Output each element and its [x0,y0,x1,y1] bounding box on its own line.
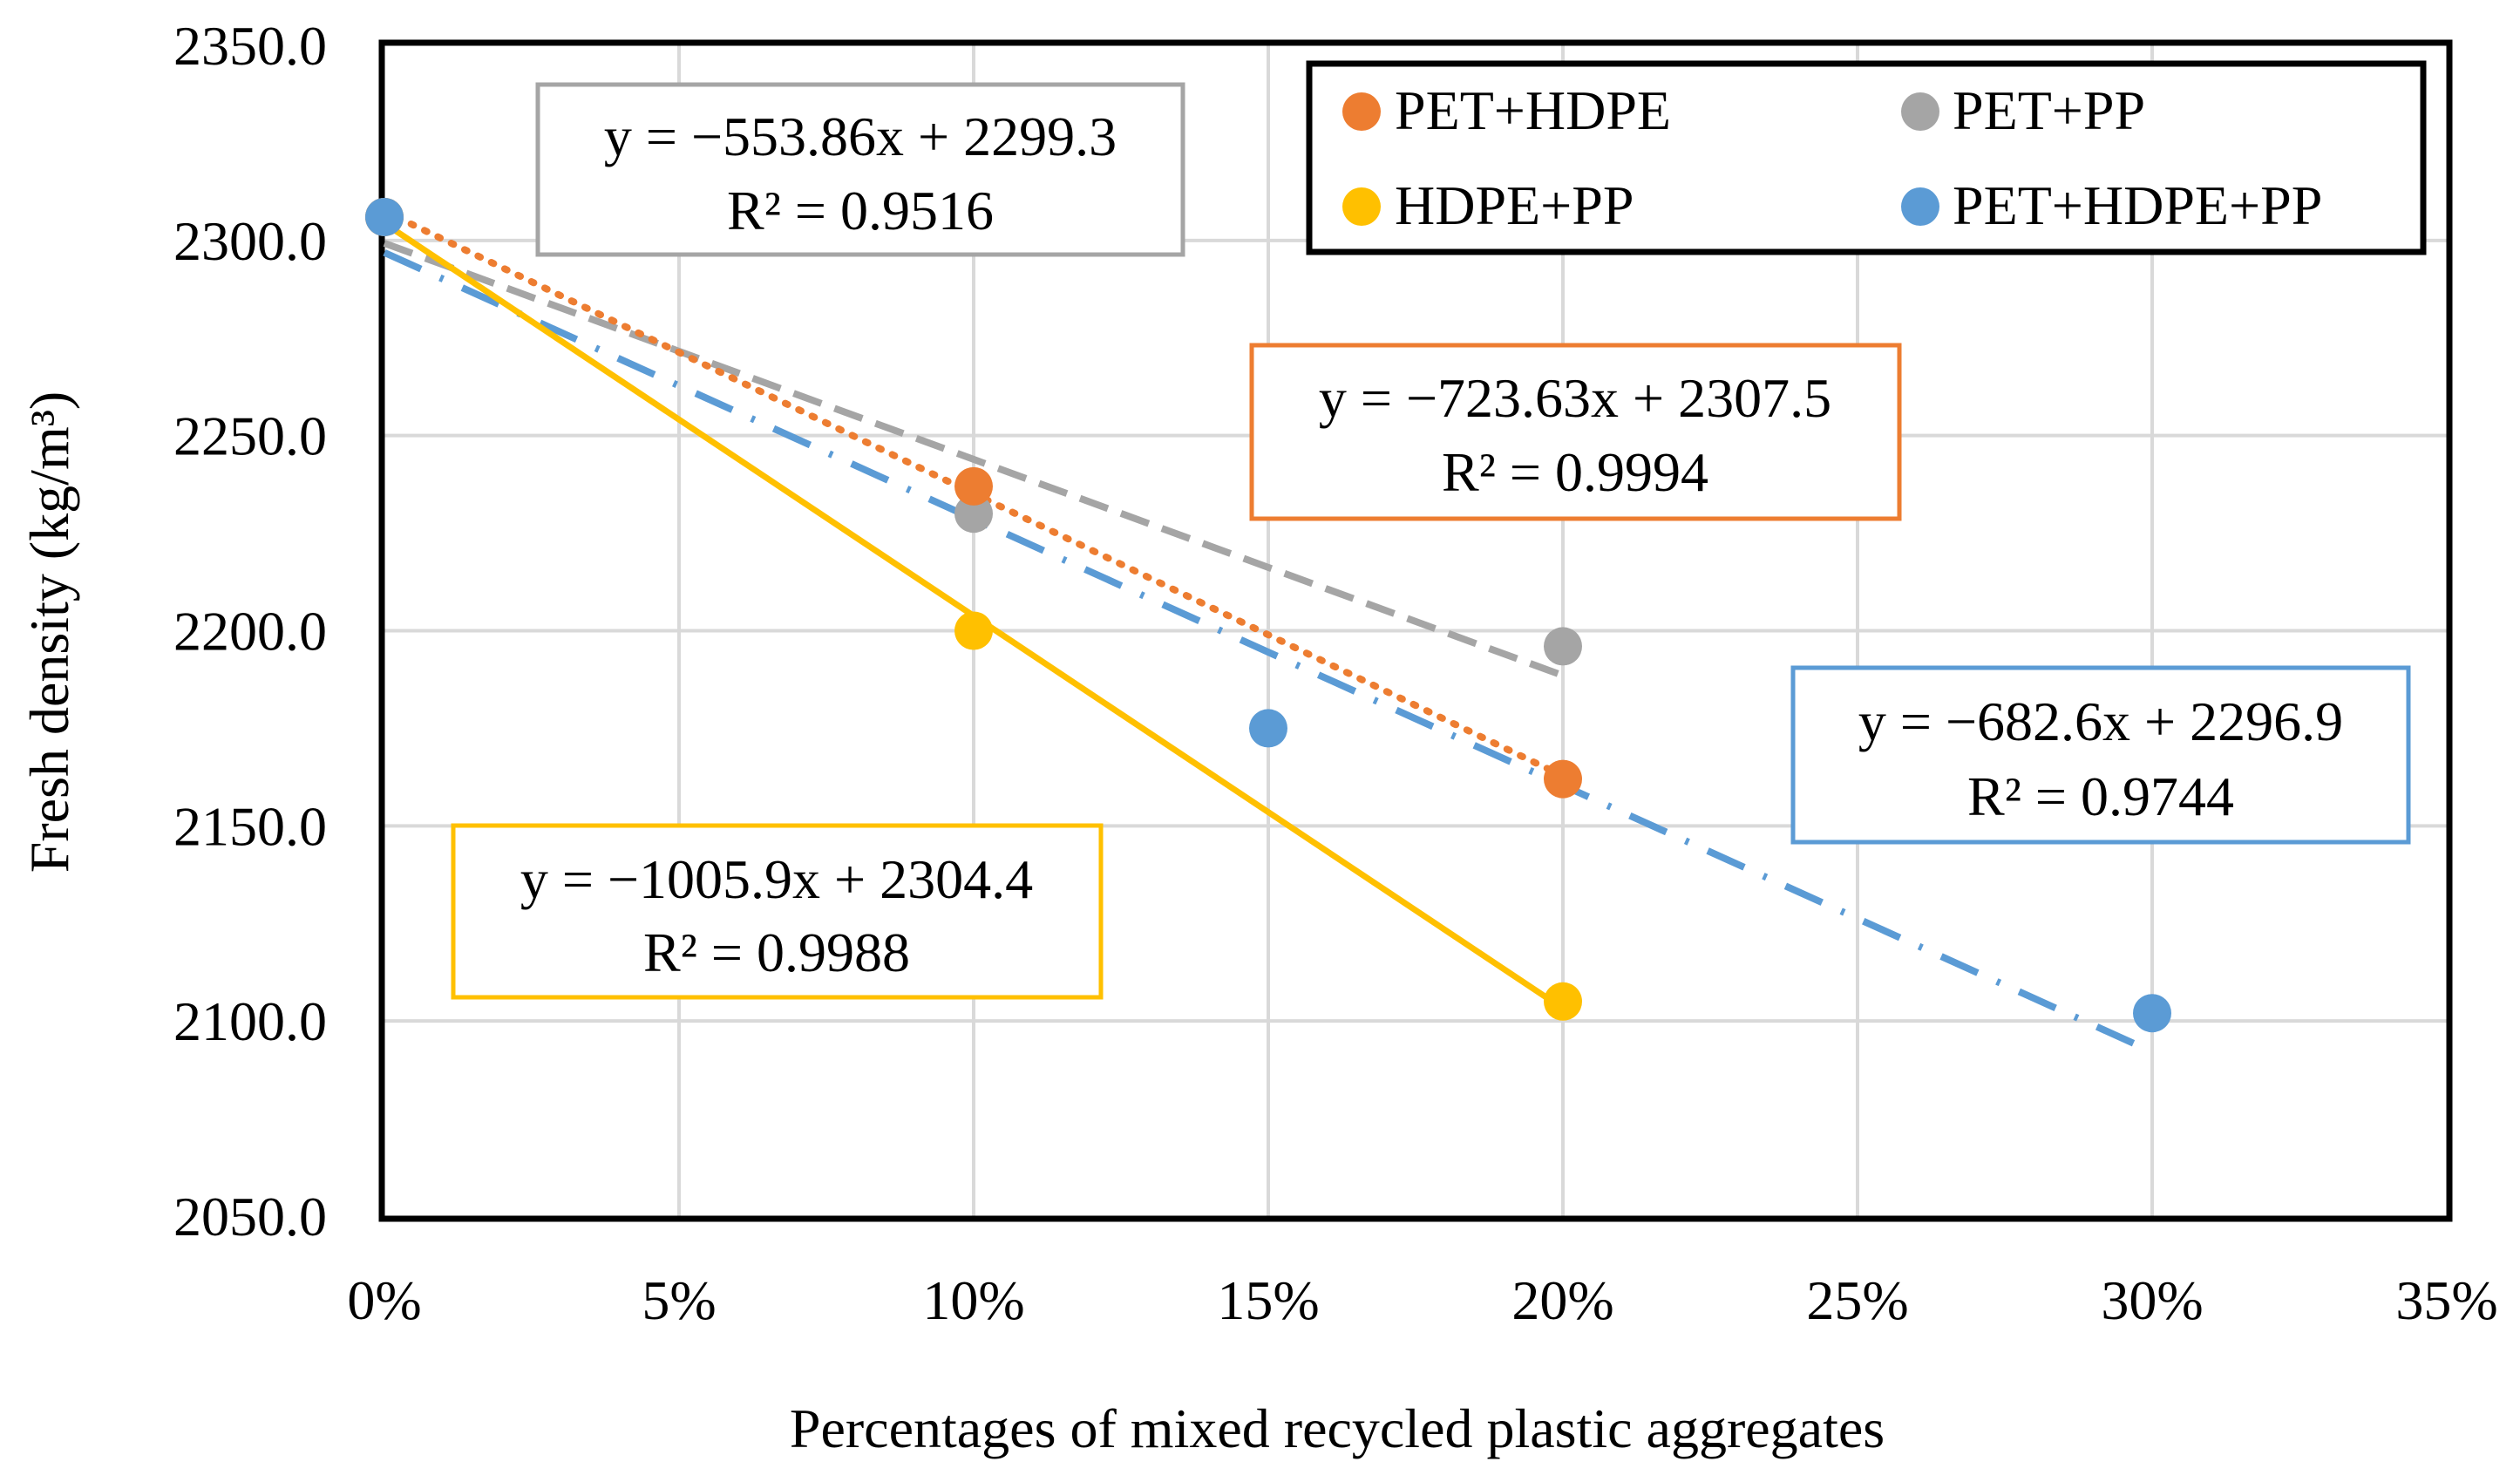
legend-item-pet-hdpe: PET+HDPE [1342,79,1671,141]
r2-pet-hdpe: R² = 0.9994 [1442,441,1708,503]
legend-marker-pet-hdpe-pp [1901,187,1939,226]
y-tick-label: 2300.0 [173,210,327,272]
legend-item-pet-pp: PET+PP [1901,79,2145,141]
legend-label-pet-pp: PET+PP [1953,79,2145,141]
legend-label-pet-hdpe-pp: PET+HDPE+PP [1953,174,2322,236]
data-point-pet-hdpe-pp [2133,994,2171,1033]
data-point-pet-hdpe [954,466,993,506]
equation-box-pet-hdpe-pp: y = −682.6x + 2296.9 R² = 0.9744 [1790,665,2411,845]
data-point-pet-pp [1544,627,1582,666]
x-tick-label: 5% [642,1269,716,1331]
r2-pet-pp: R² = 0.9516 [727,180,994,241]
legend-marker-hdpe-pp [1342,187,1381,226]
x-tick-label: 30% [2101,1269,2203,1331]
x-tick-label: 35% [2395,1269,2497,1331]
y-tick-label: 2050.0 [173,1186,327,1247]
x-tick-label: 20% [1511,1269,1613,1331]
y-tick-label: 2200.0 [173,601,327,663]
legend-marker-pet-pp [1901,92,1939,131]
equation-pet-hdpe-pp: y = −682.6x + 2296.9 [1858,690,2343,752]
y-tick-label: 2350.0 [173,15,327,77]
equation-pet-hdpe: y = −723.63x + 2307.5 [1319,367,1831,429]
legend-label-hdpe-pp: HDPE+PP [1395,174,1634,236]
legend-item-pet-hdpe-pp: PET+HDPE+PP [1901,174,2322,236]
x-axis: 0% 5% 10% 15% 20% 25% 30% 35% [347,1269,2497,1331]
legend-label-pet-hdpe: PET+HDPE [1395,79,1671,141]
x-tick-label: 0% [347,1269,421,1331]
equation-box-pet-hdpe: y = −723.63x + 2307.5 R² = 0.9994 [1249,343,1902,521]
data-point-pet-hdpe-pp [1249,709,1287,748]
equation-box-pet-pp: y = −553.86x + 2299.3 R² = 0.9516 [535,82,1185,257]
r2-hdpe-pp: R² = 0.9988 [643,921,910,983]
data-point-hdpe-pp [954,611,993,650]
data-point-pet-hdpe-pp [365,197,404,236]
r2-pet-hdpe-pp: R² = 0.9744 [1967,765,2234,827]
data-point-pet-hdpe [1544,759,1582,799]
trendline-pet-hdpe-pp [383,249,2154,1056]
x-tick-label: 10% [922,1269,1024,1331]
equation-box-hdpe-pp: y = −1005.9x + 2304.4 R² = 0.9988 [451,823,1104,1000]
data-point-pet-pp [954,494,993,534]
x-tick-label: 25% [1806,1269,1908,1331]
plot-area-border [378,39,2453,1222]
y-axis: 2050.0 2100.0 2150.0 2200.0 2250.0 2300.0 2350… [173,15,327,1247]
y-axis-title: Fresh density (kg/m³) [18,391,80,873]
y-tick-label: 2100.0 [173,990,327,1052]
legend-item-hdpe-pp: HDPE+PP [1342,174,1634,236]
y-tick-label: 2250.0 [173,405,327,467]
data-points [365,197,2171,1033]
legend: PET+HDPE PET+PP HDPE+PP PET+HDPE+PP [1306,60,2427,255]
x-axis-title: Percentages of mixed recycled plastic ag… [790,1397,1885,1459]
equation-pet-pp: y = −553.86x + 2299.3 [604,105,1117,167]
x-tick-label: 15% [1217,1269,1319,1331]
legend-marker-pet-hdpe [1342,92,1381,131]
trendline-pet-pp [383,240,1565,679]
y-tick-label: 2150.0 [173,795,327,857]
data-point-hdpe-pp [1544,982,1582,1021]
equation-hdpe-pp: y = −1005.9x + 2304.4 [520,848,1033,910]
